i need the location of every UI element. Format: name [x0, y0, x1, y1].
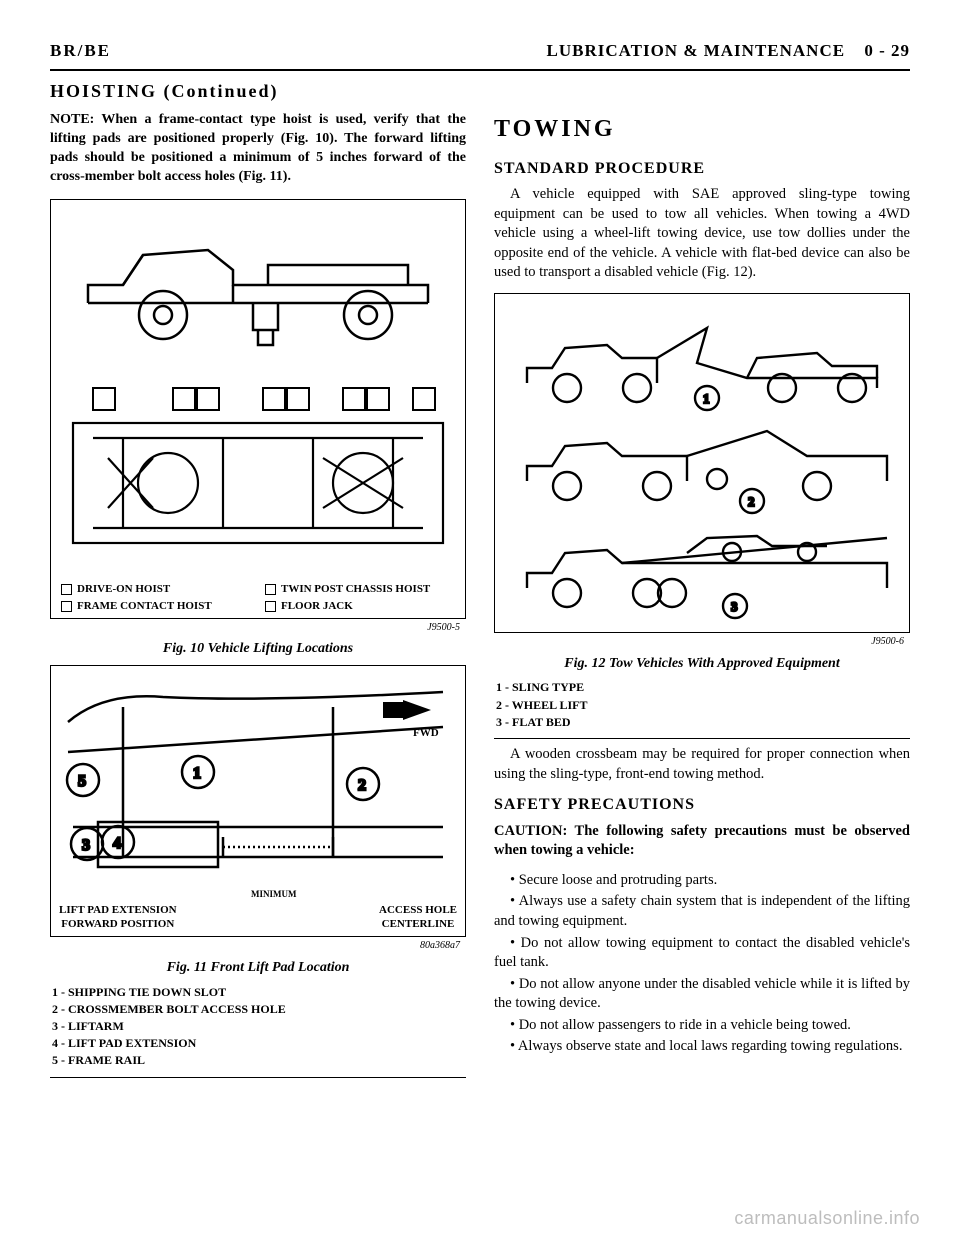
safety-heading: SAFETY PRECAUTIONS: [494, 794, 910, 816]
figure-10-legend: DRIVE-ON HOIST TWIN POST CHASSIS HOIST F…: [51, 576, 465, 618]
standard-procedure-text: A vehicle equipped with SAE approved sli…: [494, 185, 910, 283]
caution-text: CAUTION: The following safety precaution…: [494, 822, 910, 861]
list-item: Secure loose and protruding parts.: [494, 871, 910, 891]
figure-11-box: 1 2 3 4 5 FWD MINIMUM: [50, 665, 466, 937]
page-number: 0 - 29: [864, 41, 910, 60]
page-header: BR/BE LUBRICATION & MAINTENANCE 0 - 29: [50, 40, 910, 63]
list-item: Always observe state and local laws rega…: [494, 1037, 910, 1057]
truck-side-icon: [68, 215, 448, 355]
fig10-leg-a: DRIVE-ON HOIST: [77, 583, 170, 595]
list-item: 5 - FRAME RAIL: [52, 1052, 466, 1068]
figure-12-caption: Fig. 12 Tow Vehicles With Approved Equip…: [494, 655, 910, 674]
legend-rule: [494, 738, 910, 739]
watermark: carmanualsonline.info: [734, 1206, 920, 1230]
figure-12-ref: J9500-6: [494, 633, 910, 651]
header-left: BR/BE: [50, 40, 111, 63]
svg-text:5: 5: [78, 773, 86, 790]
list-item: Always use a safety chain system that is…: [494, 892, 910, 931]
list-item: 3 - FLAT BED: [496, 714, 910, 730]
svg-text:4: 4: [113, 835, 121, 852]
fig10-leg-c: TWIN POST CHASSIS HOIST: [281, 583, 430, 595]
figure-12-box: 1 2: [494, 293, 910, 633]
list-item: 1 - SHIPPING TIE DOWN SLOT: [52, 984, 466, 1000]
figure-11-ref: 80a368a7: [50, 937, 466, 955]
svg-text:3: 3: [731, 599, 738, 614]
svg-text:2: 2: [748, 494, 755, 509]
list-item: 4 - LIFT PAD EXTENSION: [52, 1035, 466, 1051]
list-item: 2 - WHEEL LIFT: [496, 697, 910, 713]
figure-11-legend: 1 - SHIPPING TIE DOWN SLOT 2 - CROSSMEMB…: [50, 984, 466, 1069]
svg-text:1: 1: [193, 765, 201, 782]
lift-pad-icon: 1 2 3 4 5 FWD: [63, 682, 453, 892]
list-item: Do not allow anyone under the disabled v…: [494, 975, 910, 1014]
tow-vehicles-icon: 1 2: [507, 303, 897, 623]
fig10-leg-d: FLOOR JACK: [281, 600, 353, 612]
fig11-l2: FORWARD POSITION: [59, 917, 177, 932]
right-column: TOWING STANDARD PROCEDURE A vehicle equi…: [494, 111, 910, 1083]
list-item: 3 - LIFTARM: [52, 1018, 466, 1034]
left-column: NOTE: When a frame-contact type hoist is…: [50, 111, 466, 1083]
continued-heading: HOISTING (Continued): [50, 79, 910, 103]
hoisting-note: NOTE: When a frame-contact type hoist is…: [50, 111, 466, 187]
fwd-label: FWD: [413, 727, 439, 739]
crossbeam-text: A wooden crossbeam may be required for p…: [494, 745, 910, 784]
header-rule: [50, 69, 910, 71]
standard-procedure-heading: STANDARD PROCEDURE: [494, 158, 910, 180]
header-section: LUBRICATION & MAINTENANCE: [546, 41, 845, 60]
list-item: Do not allow towing equipment to contact…: [494, 934, 910, 973]
list-item: 2 - CROSSMEMBER BOLT ACCESS HOLE: [52, 1001, 466, 1017]
list-item: 1 - SLING TYPE: [496, 679, 910, 695]
towing-title: TOWING: [494, 113, 910, 145]
figure-10-caption: Fig. 10 Vehicle Lifting Locations: [50, 640, 466, 659]
figure-12-legend: 1 - SLING TYPE 2 - WHEEL LIFT 3 - FLAT B…: [494, 679, 910, 730]
underside-plan-icon: [63, 383, 453, 563]
figure-11-caption: Fig. 11 Front Lift Pad Location: [50, 959, 466, 978]
svg-text:2: 2: [358, 777, 366, 794]
safety-bullets: Secure loose and protruding parts. Alway…: [494, 871, 910, 1057]
fig10-leg-b: FRAME CONTACT HOIST: [77, 600, 212, 612]
figure-10-ref: J9500-5: [50, 619, 466, 637]
fig11-r2: CENTERLINE: [379, 917, 457, 932]
figure-10-box: DRIVE-ON HOIST TWIN POST CHASSIS HOIST F…: [50, 199, 466, 619]
header-right: LUBRICATION & MAINTENANCE 0 - 29: [546, 40, 910, 63]
svg-text:3: 3: [82, 837, 90, 854]
list-item: Do not allow passengers to ride in a veh…: [494, 1016, 910, 1036]
legend-rule: [50, 1077, 466, 1078]
svg-text:1: 1: [703, 391, 710, 406]
